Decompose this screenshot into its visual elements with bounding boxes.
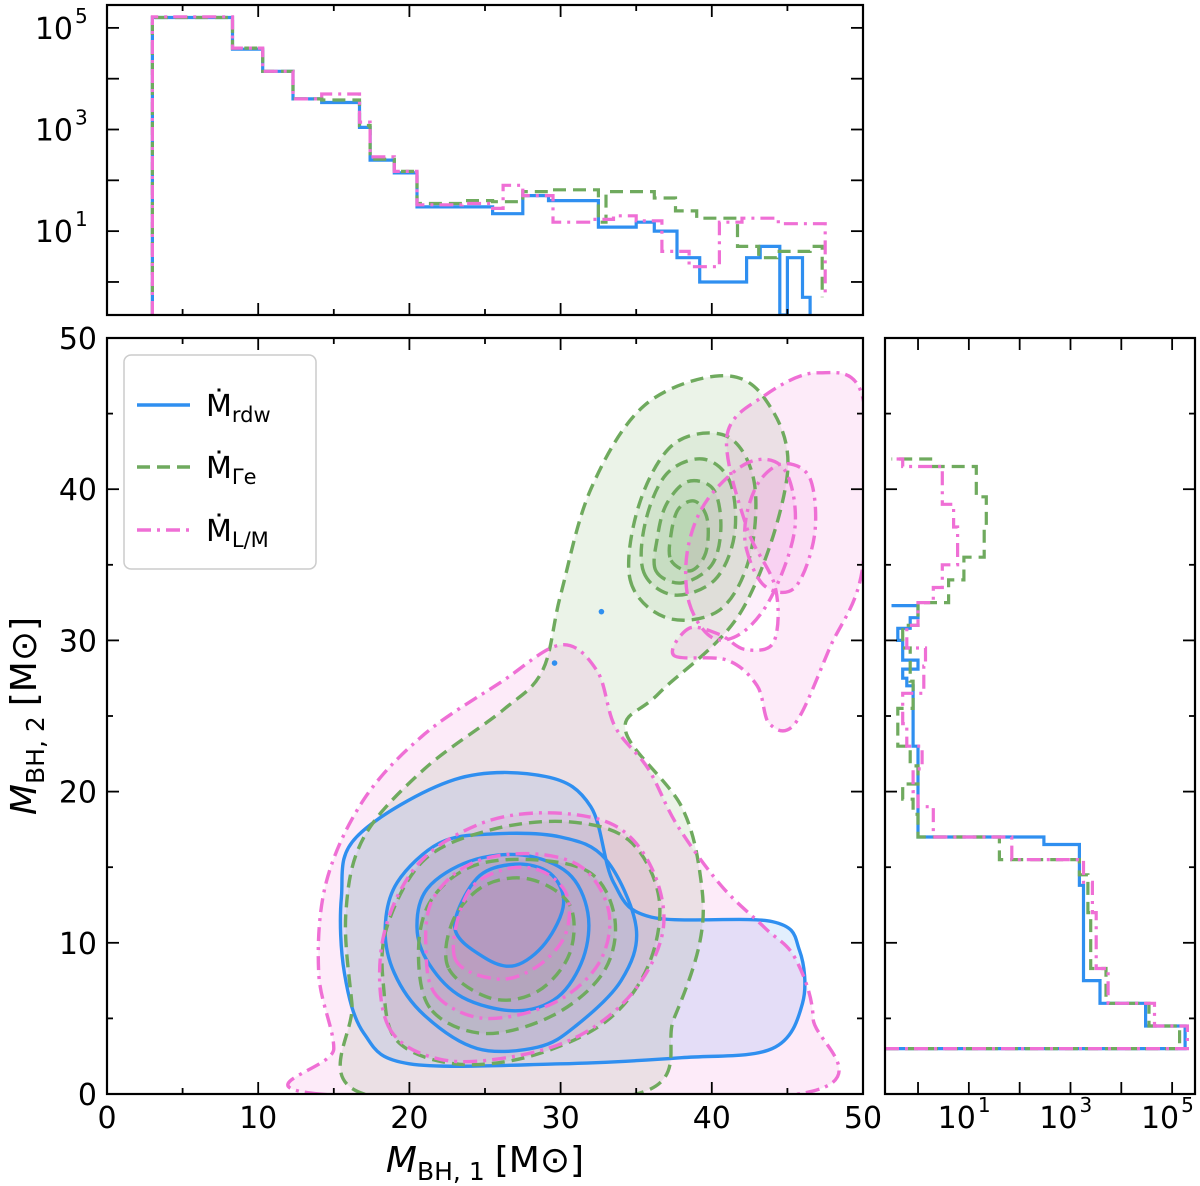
- top-hist-rdw: [150, 15, 812, 315]
- axis-ticks: [106, 5, 1195, 1095]
- joint-xtick-label: 0: [97, 1101, 116, 1136]
- joint-contour-lines: [286, 370, 863, 1094]
- contour-fill-lm-5: [685, 459, 796, 641]
- right-hist-rdw: [885, 604, 1187, 1051]
- legend-frame: [123, 354, 317, 570]
- contour-fill-gamma-1: [381, 821, 660, 1065]
- contour-line-gamma-0: [338, 374, 790, 1094]
- joint-xtick-label: 30: [542, 1101, 580, 1136]
- top-ytick-label: 10: [35, 12, 73, 47]
- legend-label-rdw: Ṁrdw: [206, 388, 271, 427]
- contour-fill-lm-6: [744, 463, 816, 593]
- contour-line-lm-6: [742, 461, 818, 595]
- joint-ytick-label: 50: [59, 322, 97, 357]
- joint-ytick-label: 10: [59, 927, 97, 962]
- top-ytick-label-exponent: 5: [75, 4, 88, 28]
- legend: Ṁrdw ṀΓe ṀL/M: [123, 354, 317, 570]
- top-ytick-label: 10: [35, 114, 73, 149]
- contour-line-gamma-1: [380, 819, 662, 1067]
- contour-fill-gamma-0: [340, 375, 788, 1094]
- right-xtick-label-exponent: 1: [978, 1093, 991, 1117]
- contour-line-lm-4: [451, 865, 572, 982]
- right-xtick-label: 10: [938, 1101, 976, 1136]
- contour-line-rdw-3: [453, 862, 566, 968]
- x-axis-label: MBH, 1 [M⊙]: [386, 1140, 584, 1186]
- top-hist-lm: [150, 15, 827, 315]
- marker-rdw-1: [551, 660, 558, 666]
- contour-fill-rdw-3: [454, 864, 564, 967]
- right-axes-frame: [883, 336, 1197, 1096]
- joint-xtick-label: 10: [239, 1101, 277, 1136]
- right-xtick-label: 10: [1141, 1101, 1179, 1136]
- top-ytick-label-exponent: 1: [75, 207, 88, 231]
- contour-line-lm-5: [684, 457, 798, 642]
- right-hist-lm: [885, 457, 1189, 1051]
- contour-fill-rdw-2: [416, 854, 589, 1011]
- contour-line-lm-0: [286, 643, 841, 1094]
- top-axes-frame: [105, 3, 865, 317]
- marker-rdw-0: [598, 608, 605, 615]
- joint-ytick-label: 40: [59, 473, 97, 508]
- joint-ytick-label: 30: [59, 624, 97, 659]
- joint-markers: [551, 608, 605, 666]
- right-histograms: [885, 457, 1189, 1051]
- legend-label-lm: ṀL/M: [206, 513, 269, 552]
- contour-fill-lm-4: [453, 867, 570, 980]
- contour-line-lm-3: [423, 851, 612, 1021]
- right-xtick-label: 10: [1039, 1101, 1077, 1136]
- contour-line-rdw-1: [383, 831, 639, 1054]
- contour-fill-gamma-3: [445, 877, 575, 1001]
- joint-contour-fills: [287, 372, 863, 1094]
- top-ytick-label: 10: [35, 215, 73, 250]
- contour-line-gamma-4: [626, 431, 758, 622]
- legend-label-gamma: ṀΓe: [206, 450, 257, 489]
- contour-line-lm-2: [377, 811, 666, 1064]
- top-hist-gamma: [150, 15, 824, 315]
- right-xtick-label-exponent: 3: [1079, 1093, 1092, 1117]
- top-ytick-label-exponent: 3: [75, 106, 88, 130]
- contour-line-gamma-7: [667, 499, 710, 573]
- contour-fill-rdw-1: [385, 833, 637, 1052]
- right-hist-gamma: [885, 457, 1182, 1051]
- joint-ytick-label: 20: [59, 776, 97, 811]
- joint-xtick-label: 20: [390, 1101, 428, 1136]
- joint-ytick-label: 0: [78, 1078, 97, 1113]
- joint-xtick-label: 50: [844, 1101, 882, 1136]
- contour-line-rdw-2: [415, 852, 591, 1013]
- contour-line-gamma-6: [652, 478, 723, 585]
- y-axis-label: MBH, 2[M⊙]: [4, 617, 50, 815]
- right-xtick-label-exponent: 5: [1181, 1093, 1194, 1117]
- top-histograms: [150, 15, 827, 315]
- joint-xtick-label: 40: [693, 1101, 731, 1136]
